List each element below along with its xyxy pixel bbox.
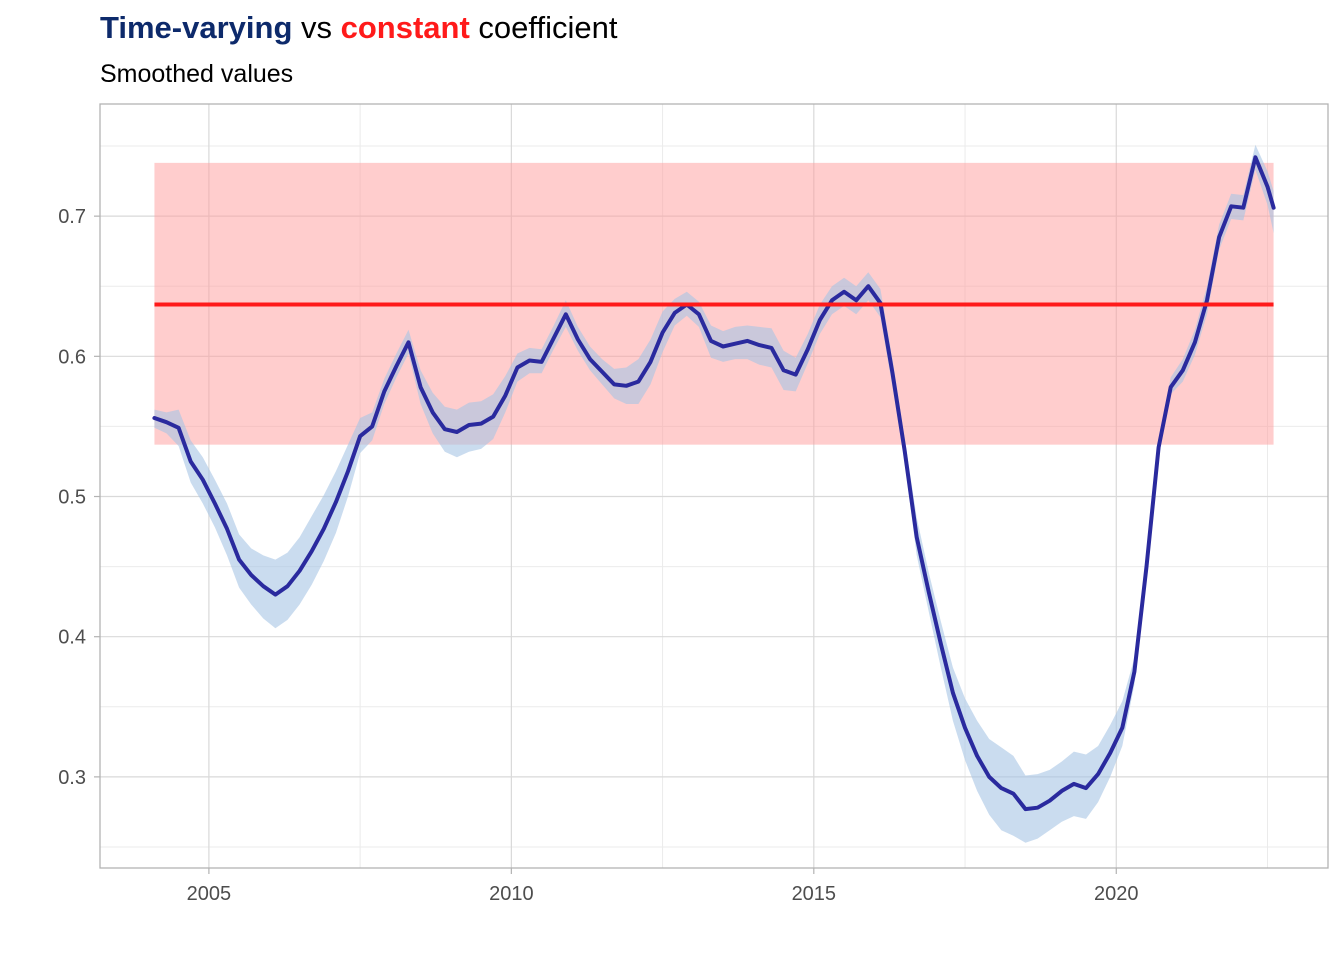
x-axis: 2005 2010 2015 2020 [187, 868, 1139, 905]
x-tick-label: 2020 [1094, 883, 1139, 905]
x-tick-label: 2005 [187, 883, 232, 905]
y-tick-label: 0.5 [58, 487, 86, 509]
lines [152, 155, 1276, 812]
y-tick-label: 0.6 [58, 346, 86, 368]
title-vs: vs [292, 10, 341, 45]
title-constant: constant [340, 10, 470, 45]
time-varying-line [152, 155, 1276, 812]
title-coefficient: coefficient [469, 10, 618, 45]
y-tick-label: 0.4 [58, 627, 86, 649]
title-time-varying: Time-varying [100, 10, 293, 45]
x-tick-label: 2015 [792, 883, 837, 905]
chart-title: Time-varying vs constant coefficient [100, 10, 617, 46]
y-axis: 0.3 0.4 0.5 0.6 0.7 [58, 206, 100, 789]
y-tick-label: 0.7 [58, 206, 86, 228]
plot-border [99, 103, 1329, 869]
y-tick-label: 0.3 [58, 767, 86, 789]
chart-subtitle: Smoothed values [100, 60, 294, 88]
x-tick-label: 2010 [489, 883, 534, 905]
